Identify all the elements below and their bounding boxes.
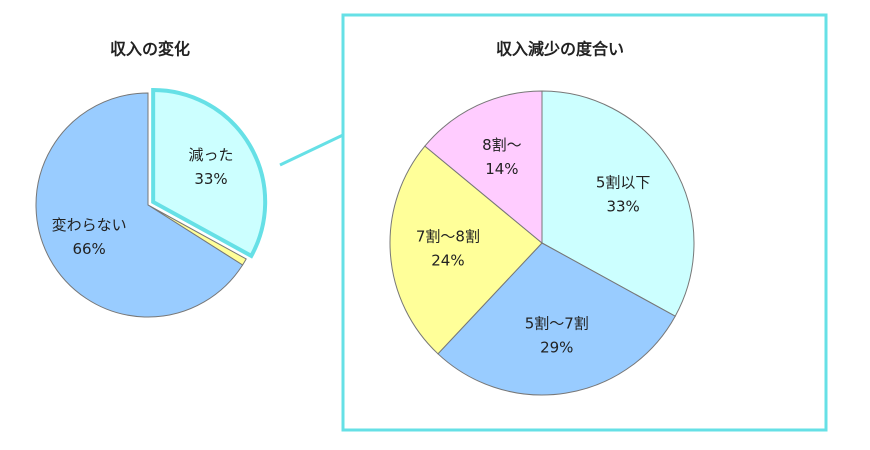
slice-label: 7割～8割 bbox=[416, 227, 480, 245]
slice-label: 8割～ bbox=[482, 136, 522, 154]
chart-title: 収入の変化 bbox=[110, 40, 190, 59]
value-label: 33% bbox=[194, 170, 227, 188]
value-label: 66% bbox=[72, 240, 105, 258]
slice-label: 5割以下 bbox=[596, 174, 651, 192]
value-label: 29% bbox=[540, 339, 573, 357]
slice-label: 変わらない bbox=[52, 216, 127, 234]
pie-slice bbox=[389, 145, 543, 355]
pie-slice bbox=[437, 242, 676, 396]
slice-label: 5割～7割 bbox=[525, 315, 589, 333]
value-label: 14% bbox=[485, 160, 518, 178]
pie-slice bbox=[541, 90, 695, 317]
chart-title: 収入減少の度合い bbox=[496, 40, 624, 59]
callout-line bbox=[279, 133, 344, 167]
pie-slice bbox=[151, 87, 268, 259]
slice-label: 減った bbox=[188, 146, 233, 164]
detail-frame bbox=[341, 13, 828, 432]
pie-slice bbox=[424, 90, 543, 245]
value-label: 33% bbox=[606, 198, 639, 216]
value-label: 24% bbox=[431, 251, 464, 269]
pie-slice bbox=[35, 92, 244, 318]
